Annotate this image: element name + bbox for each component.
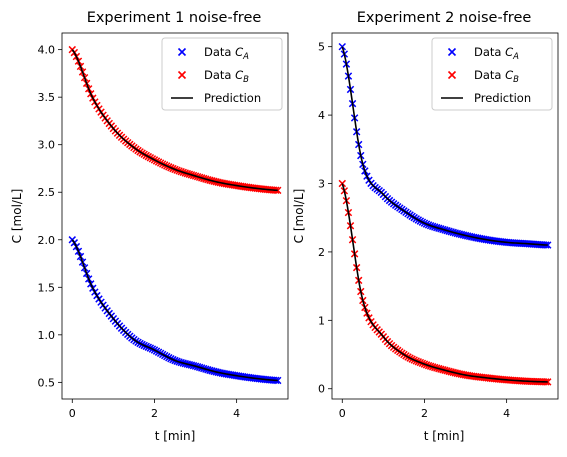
x-tick-label: 4 [233, 407, 240, 420]
y-tick-label: 3 [318, 178, 325, 191]
chart-2-plot-area [338, 42, 552, 386]
legend-label: Data CB [474, 68, 519, 85]
chart-1-legend: Data CA Data CB Prediction [161, 37, 283, 111]
legend-marker [447, 47, 457, 57]
chart-2-title: Experiment 2 noise-free [357, 10, 532, 26]
chart-1-prediction-line-3 [71, 239, 278, 382]
chart-1-prediction-line-4 [71, 49, 278, 192]
y-tick-label: 5 [318, 41, 325, 54]
legend-marker [447, 70, 457, 80]
legend-frame [161, 37, 283, 111]
chart-1-title: Experiment 1 noise-free [87, 10, 262, 26]
chart-panel-2: Experiment 2 noise-free 0 2 4 0 1 2 3 4 5 t [min… [292, 10, 559, 443]
legend-entry: Data CB [447, 68, 519, 85]
y-tick-label: 1.0 [38, 329, 56, 342]
legend-frame [431, 37, 553, 111]
legend-label: Data CA [474, 45, 519, 62]
legend-label: Data CA [204, 45, 249, 62]
legend-label: Prediction [474, 91, 531, 105]
chart-2-prediction-line-4 [341, 183, 548, 383]
y-tick-label: 4.0 [38, 44, 56, 57]
chart-2-prediction-line-3 [341, 46, 548, 246]
y-tick-label: 3.5 [38, 91, 56, 104]
chart-1-y-axis-label: C [mol/L] [10, 189, 24, 244]
chart-2-legend: Data CA Data CB Prediction [431, 37, 553, 111]
legend-label: Prediction [204, 91, 261, 105]
y-tick-label: 3.0 [38, 139, 56, 152]
chart-2-frame [331, 32, 559, 400]
legend-entry: Data CA [177, 45, 249, 62]
x-tick-label: 2 [151, 407, 158, 420]
chart-1-plot-area [68, 45, 282, 385]
y-tick-label: 0.5 [38, 376, 56, 389]
x-tick-label: 0 [69, 407, 76, 420]
x-tick-label: 2 [421, 407, 428, 420]
chart-1-frame [61, 32, 289, 400]
y-tick-label: 2.5 [38, 186, 56, 199]
legend-entry: Data CB [177, 68, 249, 85]
y-tick-label: 2 [318, 246, 325, 259]
x-tick-label: 0 [339, 407, 346, 420]
y-tick-label: 1 [318, 314, 325, 327]
chart-1-x-axis-label: t [min] [155, 429, 196, 443]
legend-label: Data CB [204, 68, 249, 85]
y-tick-label: 4 [318, 109, 325, 122]
legend-entry: Prediction [441, 91, 531, 105]
legend-entry: Data CA [447, 45, 519, 62]
chart-2-y-axis-label: C [mol/L] [292, 189, 306, 244]
chart-panel-1: Experiment 1 noise-free 0 2 4 0.5 1.0 1.5 2.0 2… [10, 10, 289, 443]
chart-2-axes: 0 2 4 0 1 2 3 4 5 [318, 41, 510, 420]
y-tick-label: 2.0 [38, 234, 56, 247]
chart-1-axes: 0 2 4 0.5 1.0 1.5 2.0 2.5 3.0 3.5 4.0 [38, 44, 241, 420]
x-tick-label: 4 [503, 407, 510, 420]
y-tick-label: 1.5 [38, 281, 56, 294]
chart-2-x-axis-label: t [min] [424, 429, 465, 443]
legend-marker [177, 70, 187, 80]
legend-marker [177, 47, 187, 57]
y-tick-label: 0 [318, 383, 325, 396]
legend-entry: Prediction [171, 91, 261, 105]
